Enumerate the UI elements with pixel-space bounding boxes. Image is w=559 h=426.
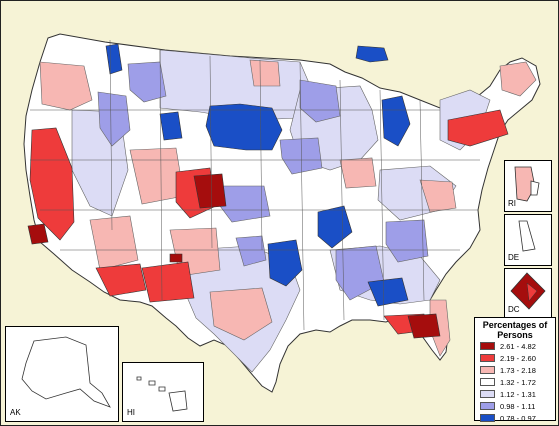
inset-district-of-columbia: DC: [504, 268, 552, 318]
inset-label-dc: DC: [508, 305, 520, 314]
legend-row: 2.19 - 2.60: [475, 352, 555, 364]
legend-swatch: [480, 366, 495, 374]
legend-row: 0.98 - 1.11: [475, 400, 555, 412]
alaska-shape: [21, 336, 111, 408]
region-albuquerque-dark-red: [169, 253, 183, 263]
region-iowa-medium: [279, 137, 323, 175]
inset-alaska: AK: [5, 326, 119, 422]
region-california-red: [29, 127, 75, 241]
region-montana-medium: [127, 61, 167, 103]
region-oklahoma-medium: [235, 235, 267, 267]
region-mississippi-dark: [367, 277, 409, 307]
region-ozarks-dark: [317, 205, 353, 249]
region-new-mexico-red: [141, 261, 195, 303]
region-arizona-red: [95, 263, 147, 297]
legend-row: 0.78 - 0.97: [475, 412, 555, 424]
region-idaho-medium: [97, 91, 131, 147]
legend-swatch: [480, 414, 495, 422]
inset-label-ri: RI: [508, 199, 516, 208]
state-boundaries: [30, 39, 480, 331]
region-carolina-pink: [419, 179, 457, 213]
region-georgia-medium: [385, 219, 429, 263]
legend-label: 0.78 - 0.97: [500, 413, 536, 423]
legend-title: Percentages of Persons: [482, 320, 548, 340]
inset-label-ak: AK: [10, 408, 21, 417]
inset-hawaii: HI: [122, 362, 204, 422]
legend-swatch: [480, 390, 495, 398]
inset-label-de: DE: [508, 253, 520, 262]
legend-swatch: [480, 354, 495, 362]
legend-label: 2.61 - 4.82: [500, 341, 536, 351]
legend-swatch: [480, 342, 495, 350]
legend-label: 0.98 - 1.11: [500, 401, 536, 411]
region-ohio-pink: [339, 157, 377, 189]
region-oregon-pink: [39, 61, 93, 111]
legend-row: 2.61 - 4.82: [475, 340, 555, 352]
region-montana-dark: [159, 111, 183, 141]
inset-rhode-island: RI: [504, 160, 552, 212]
legend-row: 1.32 - 1.72: [475, 376, 555, 388]
inset-label-hi: HI: [127, 408, 135, 417]
legend-swatch: [480, 378, 495, 386]
legend-row: 1.12 - 1.31: [475, 388, 555, 400]
legend-row: 1.73 - 2.18: [475, 364, 555, 376]
region-west-texas-pink: [209, 287, 273, 341]
region-new-york-red: [447, 109, 509, 147]
legend-label: 2.19 - 2.60: [500, 353, 536, 363]
legend-swatch: [480, 402, 495, 410]
region-dakotas-dark: [205, 103, 283, 151]
delaware-shape: [518, 220, 536, 252]
region-michigan-dark: [381, 95, 411, 147]
region-wisconsin-medium: [299, 79, 341, 123]
hawaii-shape: [136, 376, 188, 412]
region-oklahoma-dark: [267, 239, 303, 287]
region-denver-dark-red: [193, 173, 227, 209]
region-north-dakota-pink: [249, 59, 281, 87]
region-los-angeles-dark-red: [27, 223, 49, 245]
region-tallahassee-dark-red: [407, 313, 441, 339]
legend-label: 1.12 - 1.31: [500, 389, 536, 399]
dc-shape: [510, 272, 546, 310]
legend-label: 1.73 - 2.18: [500, 365, 536, 375]
region-maine-pink: [499, 61, 537, 97]
legend-label: 1.32 - 1.72: [500, 377, 536, 387]
map-legend: Percentages of Persons 2.61 - 4.82 2.19 …: [474, 317, 556, 424]
rhode-island-shape: [514, 166, 540, 202]
region-minnesota-dark: [355, 45, 389, 63]
inset-delaware: DE: [504, 214, 552, 266]
region-arizona-pink: [89, 215, 139, 271]
